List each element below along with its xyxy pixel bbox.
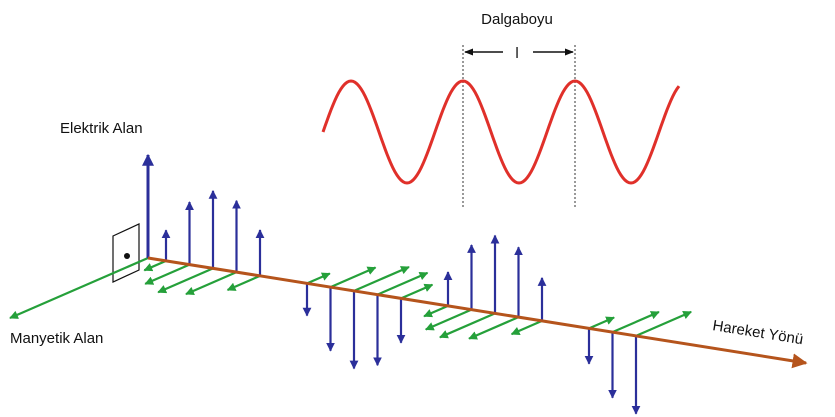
magnetic-arrow [439,312,496,339]
magnetic-arrow [635,310,692,337]
magnetic-arrow [468,316,519,340]
magnetic-arrow [423,304,449,318]
magnetic-arrow [510,319,543,336]
magnetic-arrow [353,265,410,292]
magnetic-arrow [306,272,331,285]
magnetic-arrow [400,283,434,300]
plane [112,223,140,283]
magnetic-arrow [144,263,190,285]
wavelength-symbol: l [515,45,518,62]
direction-axis [147,256,808,369]
magnetic-arrow [226,274,261,291]
magnetic-arrow [185,271,237,296]
electric-label: Elektrik Alan [60,120,143,137]
magnetic-arrow [588,316,615,330]
magnetic-arrow [143,259,167,272]
magnetic-label: Manyetik Alan [10,330,103,347]
wavelength-title: Dalgaboyu [481,11,553,28]
dot [124,253,130,259]
wave [321,79,681,185]
magnetic-arrow [424,308,472,331]
magnetic-arrow [330,266,377,289]
magnetic-axis [9,256,149,320]
magnetic-arrow [157,267,214,294]
magnetic-arrow [612,310,660,334]
magnetic-arrow [377,271,429,296]
